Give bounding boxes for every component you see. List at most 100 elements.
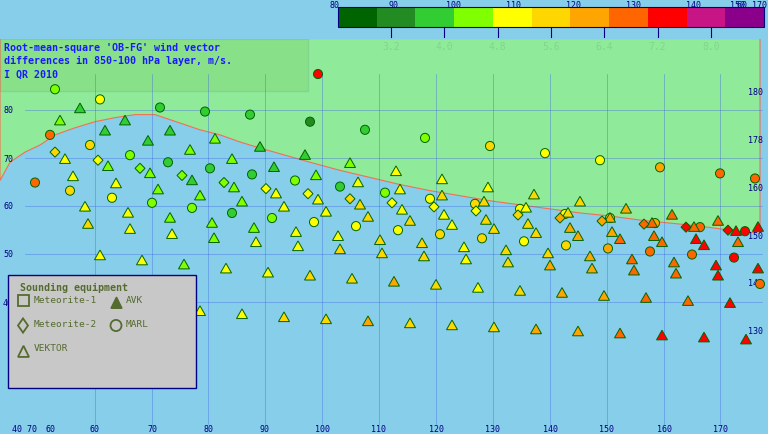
Text: 110: 110 [372, 424, 386, 433]
Circle shape [696, 223, 704, 232]
Circle shape [306, 118, 315, 127]
Text: 60 170: 60 170 [737, 1, 767, 10]
Polygon shape [100, 126, 111, 136]
Polygon shape [293, 241, 303, 251]
Text: 8.0: 8.0 [702, 41, 720, 51]
Polygon shape [502, 258, 514, 267]
Polygon shape [621, 204, 631, 214]
Polygon shape [219, 178, 229, 188]
Text: 5.6: 5.6 [542, 41, 560, 51]
Polygon shape [137, 256, 147, 265]
Circle shape [290, 177, 300, 186]
Polygon shape [164, 126, 176, 136]
Text: 6.4: 6.4 [595, 41, 613, 51]
Polygon shape [310, 171, 322, 180]
Polygon shape [93, 156, 103, 166]
Polygon shape [670, 269, 681, 278]
Polygon shape [436, 191, 448, 201]
Text: 90: 90 [389, 1, 399, 10]
Circle shape [421, 134, 429, 143]
Polygon shape [531, 324, 541, 334]
Polygon shape [557, 288, 568, 298]
Polygon shape [227, 155, 237, 164]
Polygon shape [564, 223, 575, 233]
Polygon shape [389, 277, 399, 286]
Polygon shape [279, 202, 290, 212]
Polygon shape [194, 191, 206, 201]
Text: 120: 120 [429, 424, 443, 433]
Circle shape [561, 241, 571, 250]
Polygon shape [627, 255, 637, 264]
Circle shape [200, 108, 210, 117]
Polygon shape [681, 223, 691, 233]
Polygon shape [461, 255, 472, 264]
Polygon shape [153, 302, 164, 312]
Text: AVK: AVK [126, 295, 144, 304]
Polygon shape [639, 220, 649, 230]
Polygon shape [320, 207, 332, 217]
Polygon shape [144, 168, 155, 178]
Text: 120: 120 [566, 1, 581, 10]
Polygon shape [80, 202, 91, 212]
Polygon shape [345, 158, 356, 168]
Polygon shape [699, 240, 710, 250]
Polygon shape [346, 274, 357, 283]
Polygon shape [304, 271, 316, 280]
Text: 60: 60 [90, 424, 100, 433]
Circle shape [206, 164, 214, 174]
Polygon shape [270, 189, 282, 198]
Polygon shape [587, 264, 598, 273]
Polygon shape [68, 171, 78, 181]
Polygon shape [261, 184, 271, 194]
Polygon shape [429, 202, 439, 213]
Text: 4.0: 4.0 [435, 41, 453, 51]
Polygon shape [572, 326, 584, 336]
Polygon shape [598, 291, 610, 301]
Polygon shape [120, 116, 131, 125]
Text: 3.2: 3.2 [382, 41, 400, 51]
Text: 150: 150 [748, 231, 763, 240]
Bar [338, 8, 764, 28]
Polygon shape [713, 271, 723, 280]
Polygon shape [254, 142, 266, 152]
Polygon shape [597, 217, 607, 227]
Polygon shape [481, 215, 492, 225]
Polygon shape [124, 224, 135, 234]
Polygon shape [220, 264, 231, 273]
Circle shape [515, 205, 525, 214]
Circle shape [716, 169, 724, 178]
Circle shape [561, 210, 570, 219]
Circle shape [108, 194, 117, 203]
Bar [338, 8, 376, 28]
Circle shape [187, 204, 197, 213]
Polygon shape [405, 216, 415, 226]
Text: 160: 160 [657, 424, 671, 433]
Polygon shape [94, 250, 105, 260]
Circle shape [425, 195, 435, 204]
Circle shape [246, 111, 254, 120]
Circle shape [595, 156, 604, 165]
Polygon shape [753, 264, 763, 273]
Polygon shape [436, 174, 448, 184]
Polygon shape [555, 214, 565, 224]
Polygon shape [390, 167, 402, 176]
Polygon shape [657, 237, 667, 247]
Polygon shape [710, 261, 721, 270]
Circle shape [687, 250, 697, 260]
Text: 60: 60 [45, 424, 55, 433]
Text: 160: 160 [748, 184, 763, 193]
Polygon shape [614, 329, 625, 338]
Polygon shape [263, 268, 273, 277]
Polygon shape [362, 212, 373, 222]
Polygon shape [419, 252, 429, 261]
Polygon shape [723, 226, 733, 236]
Circle shape [650, 219, 660, 228]
Circle shape [125, 151, 134, 160]
Polygon shape [482, 183, 494, 192]
Text: Sounding equipment: Sounding equipment [20, 282, 128, 292]
Polygon shape [210, 134, 220, 144]
Text: 70: 70 [147, 424, 157, 433]
Polygon shape [153, 185, 164, 194]
Polygon shape [102, 161, 114, 171]
Bar [687, 8, 726, 28]
